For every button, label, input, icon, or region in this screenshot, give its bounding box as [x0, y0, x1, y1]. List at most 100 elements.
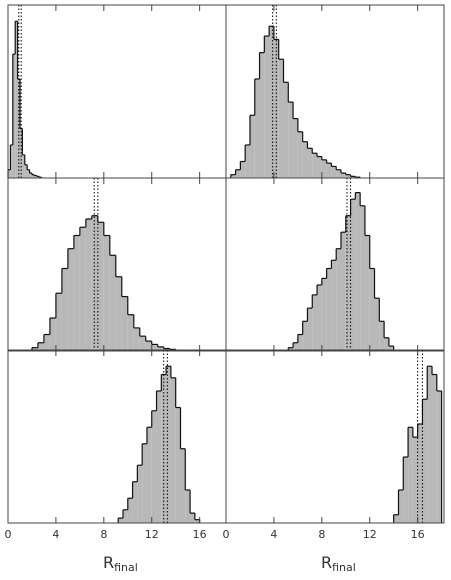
bar — [67, 248, 74, 351]
bar — [254, 79, 260, 178]
bar — [137, 465, 143, 523]
x-tick-label: 12 — [145, 528, 159, 541]
bar — [37, 342, 44, 351]
bar — [151, 410, 157, 523]
bar — [297, 334, 303, 351]
bar — [97, 222, 104, 351]
bar — [321, 278, 327, 351]
bar — [139, 336, 146, 351]
bar — [345, 174, 351, 178]
bar — [355, 192, 361, 351]
bar — [273, 39, 279, 179]
x-axis-label: Rfinal — [103, 553, 138, 575]
panel-frame — [225, 177, 445, 352]
bar — [278, 59, 284, 179]
bar — [166, 366, 171, 523]
bar — [288, 102, 294, 178]
bar — [321, 159, 327, 178]
bar — [55, 293, 62, 351]
bar — [91, 215, 98, 351]
bar — [427, 366, 433, 523]
bar — [403, 457, 409, 523]
panel-frame — [7, 349, 227, 524]
bar — [317, 285, 322, 351]
bar — [61, 268, 68, 351]
x-tick-label: 16 — [411, 528, 425, 541]
bar — [133, 327, 140, 351]
bar — [326, 268, 332, 351]
bar — [34, 175, 37, 178]
bar — [22, 154, 25, 178]
x-tick-label: 4 — [270, 528, 277, 541]
bar — [146, 427, 152, 523]
bar — [417, 424, 423, 523]
bar — [15, 21, 18, 178]
bar — [157, 346, 164, 351]
bar — [118, 518, 123, 523]
bar — [412, 437, 418, 523]
x-tick-label: 8 — [318, 528, 325, 541]
bar — [8, 169, 11, 178]
bar — [317, 156, 322, 178]
bar — [269, 26, 274, 179]
bar — [151, 344, 158, 351]
bar — [340, 232, 346, 351]
bar — [350, 199, 356, 351]
bar — [127, 314, 134, 351]
bar — [180, 448, 186, 523]
bar — [288, 347, 294, 351]
bar — [132, 481, 138, 523]
x-tick-label: 4 — [52, 528, 59, 541]
bar — [398, 490, 404, 523]
bar — [374, 298, 380, 351]
bar — [393, 514, 399, 523]
bar — [109, 255, 116, 351]
x-tick-label: 16 — [193, 528, 207, 541]
x-axis-label-main: R — [321, 553, 332, 572]
bar — [142, 443, 147, 523]
panel-frame — [225, 349, 445, 524]
bar — [336, 248, 341, 351]
bar — [293, 342, 298, 351]
bar — [122, 509, 128, 523]
bar — [245, 145, 250, 178]
bar — [170, 377, 176, 523]
panel-frame — [7, 4, 227, 179]
bar — [31, 174, 35, 178]
bar — [24, 164, 28, 178]
bar — [115, 276, 122, 351]
bar — [27, 169, 30, 178]
bar — [312, 294, 318, 351]
bar — [331, 166, 337, 178]
bar — [145, 341, 152, 351]
bar — [127, 498, 133, 523]
x-axis-label: Rfinal — [321, 553, 356, 575]
bar — [293, 118, 298, 178]
bar — [10, 145, 13, 178]
bar — [194, 519, 200, 523]
bar — [79, 227, 86, 351]
bar — [103, 235, 110, 351]
bar — [297, 131, 303, 178]
bar — [307, 308, 313, 351]
bar — [432, 374, 437, 523]
bar — [283, 82, 289, 178]
bar — [230, 174, 236, 178]
bar — [350, 176, 356, 178]
bar — [360, 205, 365, 351]
bar — [121, 296, 128, 351]
bar — [326, 163, 332, 178]
bar — [43, 334, 50, 351]
bar — [340, 173, 346, 178]
bar — [312, 153, 318, 178]
bar — [49, 318, 56, 351]
bar — [31, 347, 38, 351]
x-tick-label: 8 — [100, 528, 107, 541]
bar — [259, 52, 265, 178]
bar — [422, 399, 428, 523]
bar — [302, 141, 308, 178]
bar — [345, 215, 351, 351]
bar — [240, 161, 246, 178]
bar — [175, 407, 181, 523]
